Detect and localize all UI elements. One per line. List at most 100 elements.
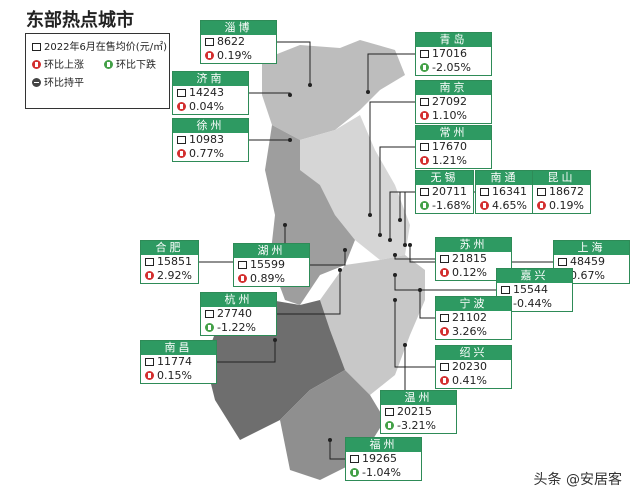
price-row: 20711 — [416, 185, 473, 199]
city-dot — [273, 338, 277, 342]
house-icon — [420, 50, 429, 58]
city-change: 4.65% — [492, 199, 527, 212]
city-name: 湖州 — [234, 244, 309, 258]
down-icon — [350, 468, 359, 477]
change-row: -1.68% — [416, 199, 473, 213]
city-change: -0.44% — [513, 297, 552, 310]
watermark: 头条 @安居客 — [533, 472, 622, 488]
city-dot — [393, 273, 397, 277]
change-row: 3.26% — [436, 325, 511, 339]
city-dot — [283, 223, 287, 227]
city-name: 上海 — [554, 241, 629, 255]
city-price: 10983 — [189, 133, 224, 146]
price-row: 20215 — [381, 405, 456, 419]
city-price: 20215 — [397, 405, 432, 418]
up-icon — [537, 201, 546, 210]
house-icon — [420, 98, 429, 106]
city-price: 11774 — [157, 355, 192, 368]
legend-down-text: 环比下跌 — [116, 60, 156, 71]
legend-down: 环比下跌 — [104, 56, 156, 71]
up-icon — [145, 271, 154, 280]
city-name: 徐州 — [173, 119, 248, 133]
city-name: 杭州 — [201, 293, 276, 307]
leader-lines — [197, 41, 553, 460]
house-icon — [440, 363, 449, 371]
change-row: -1.22% — [201, 321, 276, 335]
change-row: 0.12% — [436, 266, 511, 280]
city-price: 15851 — [157, 255, 192, 268]
change-row: 0.04% — [173, 100, 248, 114]
city-box: 南昌 11774 0.15% — [140, 340, 217, 384]
city-price: 8622 — [217, 35, 245, 48]
up-icon — [177, 149, 186, 158]
city-change: 0.77% — [189, 147, 224, 160]
city-dot — [418, 288, 422, 292]
city-price: 21815 — [452, 252, 487, 265]
up-icon — [420, 111, 429, 120]
leader-line — [275, 41, 311, 85]
city-box: 湖州 15599 0.89% — [233, 243, 310, 287]
change-row: 0.41% — [436, 374, 511, 388]
city-price: 14243 — [189, 86, 224, 99]
city-dot — [393, 253, 397, 257]
city-name: 无锡 — [416, 171, 473, 185]
city-dot — [388, 238, 392, 242]
city-dot — [338, 268, 342, 272]
house-icon — [440, 314, 449, 322]
price-row: 11774 — [141, 355, 216, 369]
house-icon — [145, 358, 154, 366]
title: 东部热点城市 — [26, 10, 134, 31]
city-change: 0.89% — [250, 272, 285, 285]
city-dot — [403, 343, 407, 347]
leader-line — [394, 275, 496, 291]
city-dot — [393, 298, 397, 302]
change-row: -1.04% — [346, 466, 421, 480]
legend-flat-text: 环比持平 — [44, 78, 84, 89]
city-name: 南通 — [476, 171, 533, 185]
change-row: 0.19% — [533, 199, 590, 213]
city-box: 绍兴 20230 0.41% — [435, 345, 512, 389]
price-row: 27092 — [416, 95, 491, 109]
up-icon — [238, 274, 247, 283]
city-dot — [366, 90, 370, 94]
price-row: 18672 — [533, 185, 590, 199]
up-icon — [145, 371, 154, 380]
city-change: 3.26% — [452, 325, 487, 338]
city-change: -1.68% — [432, 199, 471, 212]
legend-flat: 环比持平 — [32, 74, 84, 89]
city-box: 杭州 27740 -1.22% — [200, 292, 277, 336]
city-change: 0.12% — [452, 266, 487, 279]
house-icon — [32, 43, 41, 51]
up-icon — [440, 376, 449, 385]
down-icon — [420, 63, 429, 72]
up-icon — [480, 201, 489, 210]
city-change: 0.67% — [570, 269, 605, 282]
city-price: 27092 — [432, 95, 467, 108]
city-dot — [343, 248, 347, 252]
city-box: 福州 19265 -1.04% — [345, 437, 422, 481]
city-price: 48459 — [570, 255, 605, 268]
leader-line — [394, 300, 435, 368]
city-change: 1.21% — [432, 154, 467, 167]
change-row: 0.77% — [173, 147, 248, 161]
city-box: 济南 14243 0.04% — [172, 71, 249, 115]
legend: 2022年6月在售均价(元/㎡) 环比上涨 环比下跌 环比持平 — [25, 33, 170, 109]
house-icon — [205, 38, 214, 46]
city-price: 16341 — [492, 185, 527, 198]
price-row: 15851 — [141, 255, 198, 269]
house-icon — [385, 408, 394, 416]
house-icon — [480, 188, 489, 196]
price-row: 21102 — [436, 311, 511, 325]
city-name: 温州 — [381, 391, 456, 405]
city-dot — [288, 93, 292, 97]
city-name: 济南 — [173, 72, 248, 86]
price-row: 48459 — [554, 255, 629, 269]
city-dot — [288, 138, 292, 142]
change-row: -2.05% — [416, 61, 491, 75]
city-price: 20230 — [452, 360, 487, 373]
city-change: -1.04% — [362, 466, 401, 479]
price-row: 27740 — [201, 307, 276, 321]
change-row: 0.15% — [141, 369, 216, 383]
city-name: 宁波 — [436, 297, 511, 311]
